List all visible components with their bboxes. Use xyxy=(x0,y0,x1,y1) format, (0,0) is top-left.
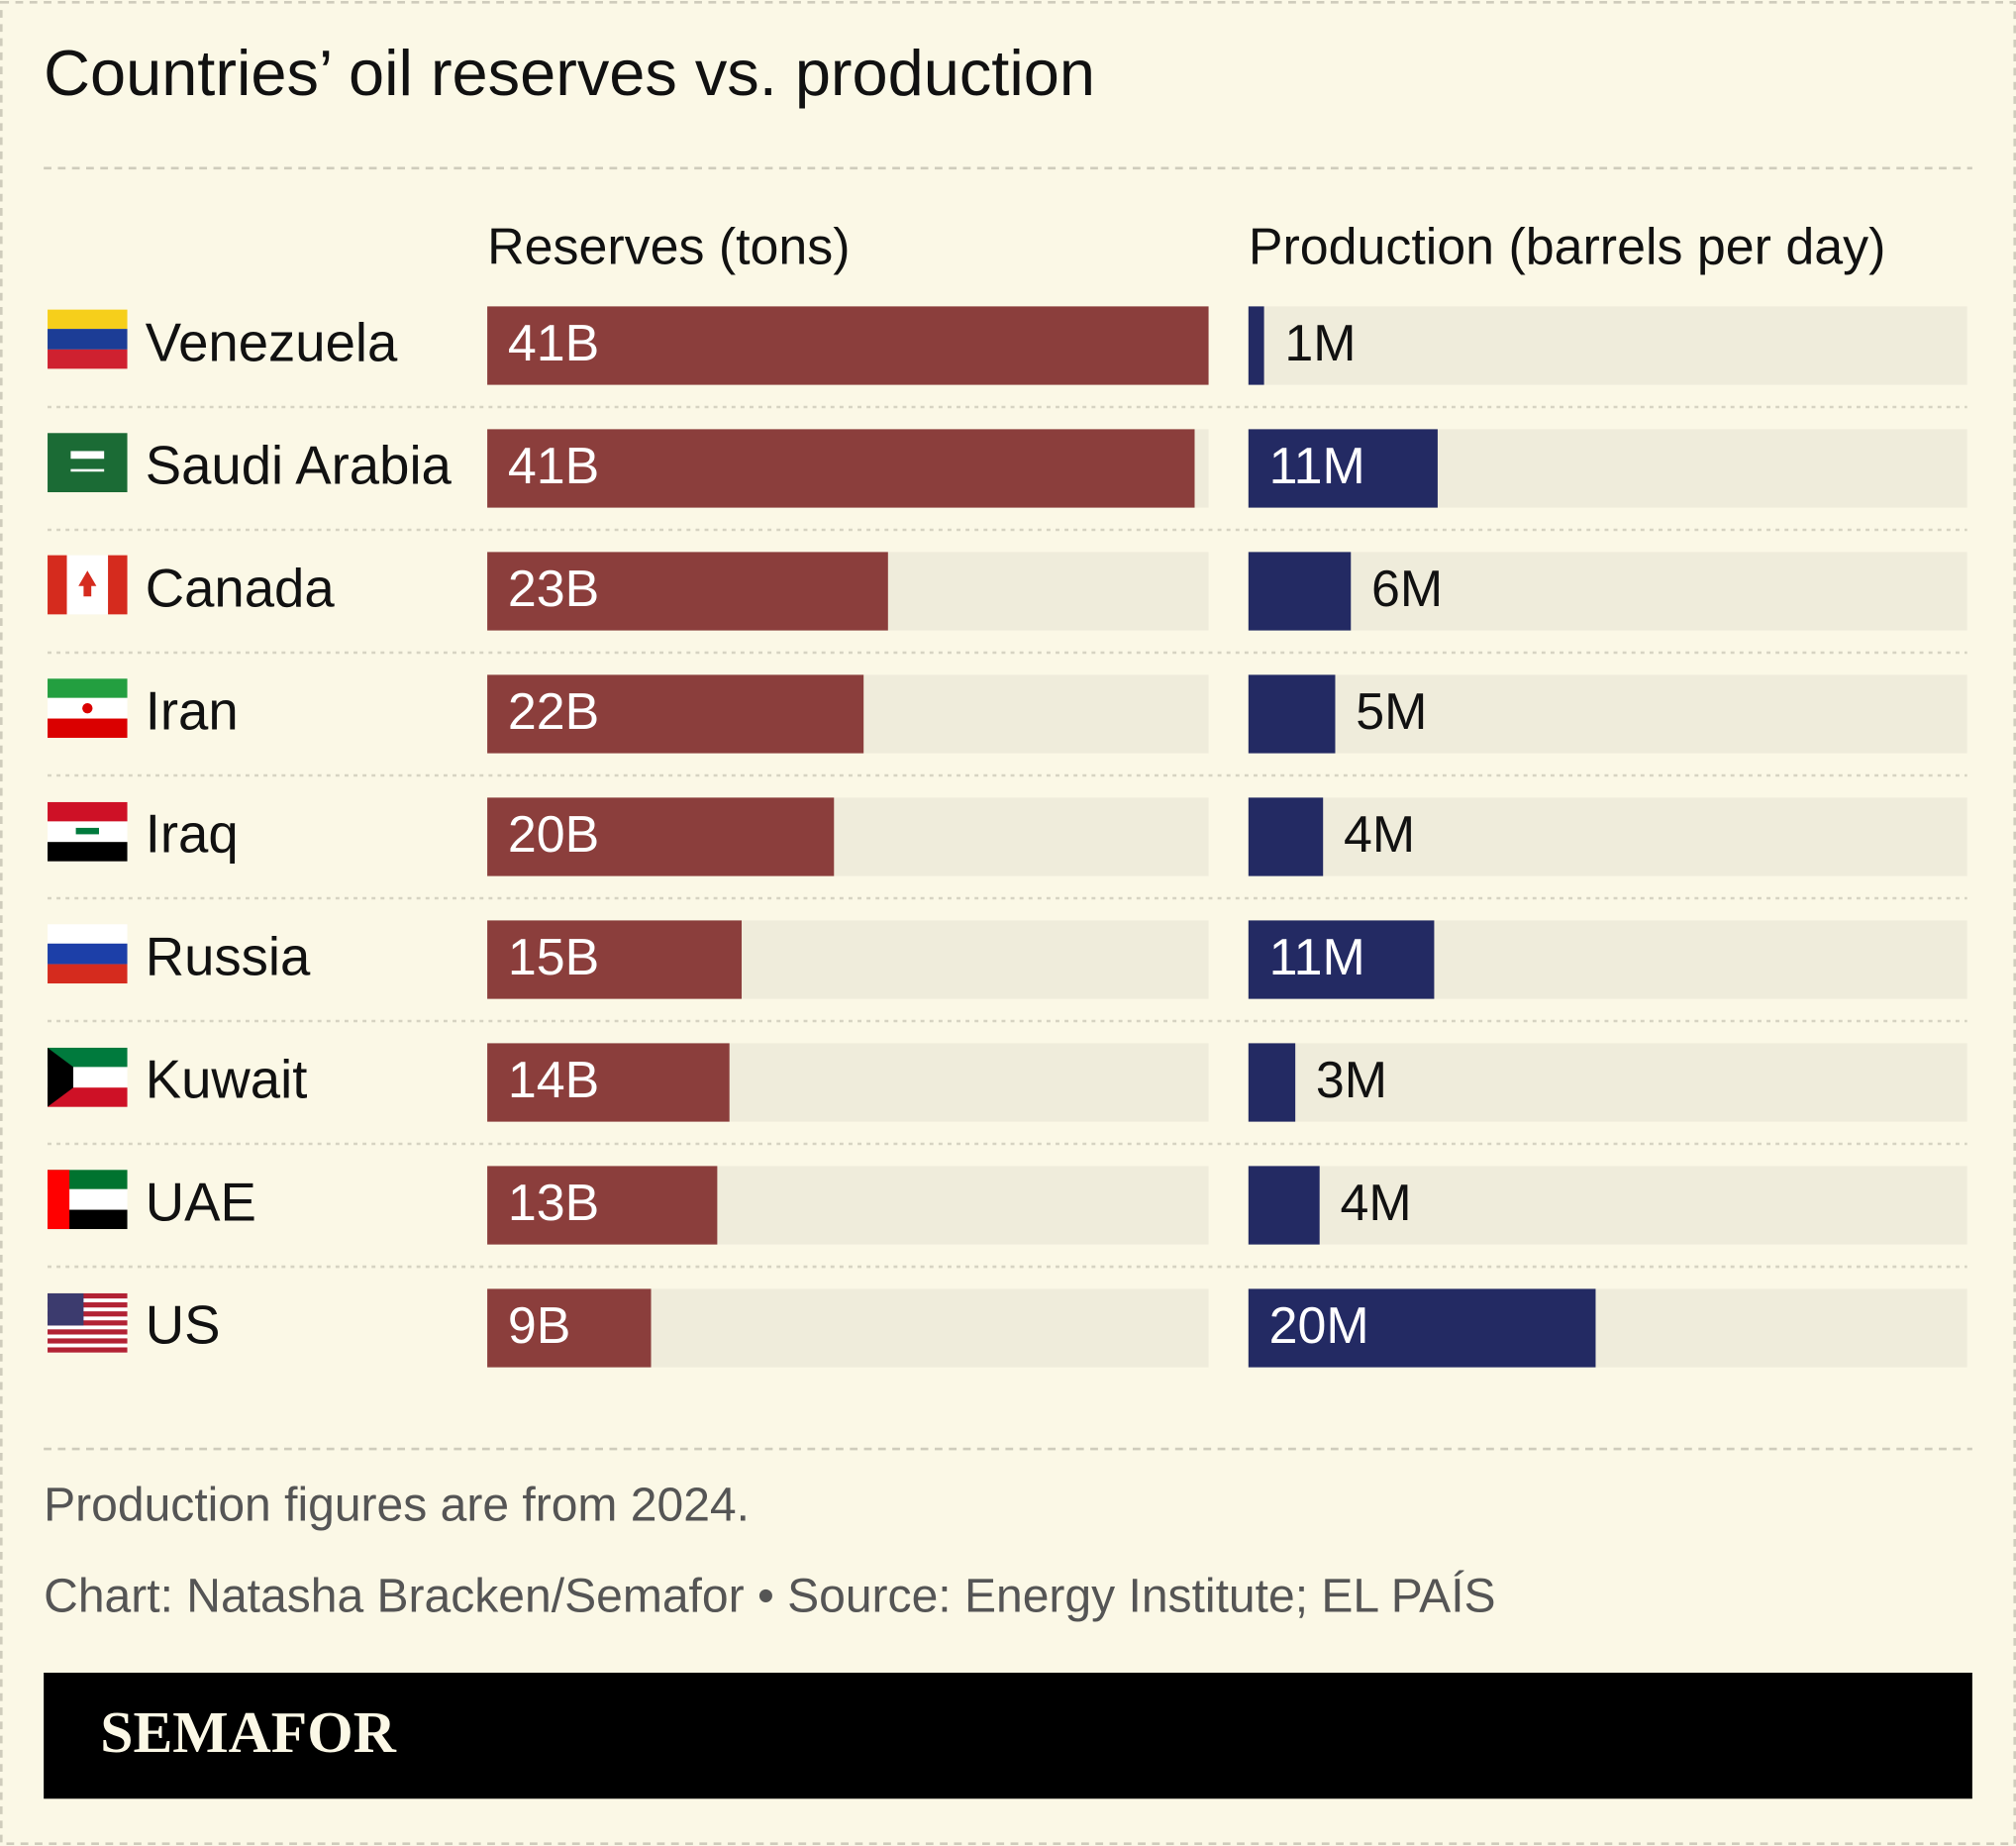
value-label: 11M xyxy=(1269,438,1365,495)
bar xyxy=(1248,1166,1320,1245)
value-label: 6M xyxy=(1371,561,1443,618)
value-label: 41B xyxy=(508,315,599,372)
value-label: 14B xyxy=(508,1052,599,1109)
bar xyxy=(1248,1043,1296,1122)
bar-track xyxy=(1248,306,1967,385)
value-label: 20M xyxy=(1269,1297,1369,1355)
bar xyxy=(1248,674,1336,754)
value-label: 15B xyxy=(508,929,599,986)
bar-track xyxy=(1248,552,1967,631)
footer-bar xyxy=(44,1673,1972,1799)
bar xyxy=(1248,797,1324,876)
series-header: Reserves (tons) xyxy=(487,219,850,276)
value-label: 4M xyxy=(1340,1175,1411,1232)
category-label: Venezuela xyxy=(146,313,398,373)
credit: Chart: Natasha Bracken/Semafor • Source:… xyxy=(44,1571,1495,1623)
value-label: 13B xyxy=(508,1175,599,1232)
category-label: UAE xyxy=(146,1173,256,1233)
bar xyxy=(487,1288,652,1368)
category-label: Russia xyxy=(146,927,311,987)
bar xyxy=(1248,429,1438,508)
value-label: 23B xyxy=(508,561,599,618)
bar xyxy=(1248,920,1435,999)
category-label: Iran xyxy=(146,681,239,742)
brand: SEMAFOR xyxy=(100,1699,396,1765)
chart-title: Countries’ oil reserves vs. production xyxy=(44,37,1095,109)
value-label: 9B xyxy=(508,1297,571,1355)
bar-track xyxy=(1248,1166,1967,1245)
bar xyxy=(1248,552,1352,631)
category-label: Saudi Arabia xyxy=(146,436,453,496)
flags xyxy=(48,309,128,1353)
value-label: 41B xyxy=(508,438,599,495)
value-label: 20B xyxy=(508,806,599,864)
bar xyxy=(487,306,1209,385)
bar xyxy=(1248,306,1264,385)
category-label: US xyxy=(146,1295,221,1356)
bar xyxy=(487,920,743,999)
note: Production figures are from 2024. xyxy=(44,1479,750,1531)
series-header: Production (barrels per day) xyxy=(1249,219,1886,276)
category-label: Kuwait xyxy=(146,1050,308,1110)
value-label: 3M xyxy=(1316,1052,1387,1109)
bar-track xyxy=(1248,674,1967,754)
bar xyxy=(487,1043,730,1122)
bar xyxy=(487,797,835,876)
bar xyxy=(487,429,1195,508)
value-label: 22B xyxy=(508,683,599,741)
value-label: 4M xyxy=(1344,806,1415,864)
bar xyxy=(487,552,888,631)
bar-track xyxy=(1248,797,1967,876)
bar xyxy=(487,674,864,754)
category-label: Iraq xyxy=(146,804,239,865)
bar-track xyxy=(1248,1043,1967,1122)
value-label: 11M xyxy=(1269,929,1365,986)
value-label: 1M xyxy=(1284,315,1356,372)
bar xyxy=(1248,1288,1596,1368)
bar xyxy=(487,1166,718,1245)
value-label: 5M xyxy=(1356,683,1427,741)
category-label: Canada xyxy=(146,559,336,619)
